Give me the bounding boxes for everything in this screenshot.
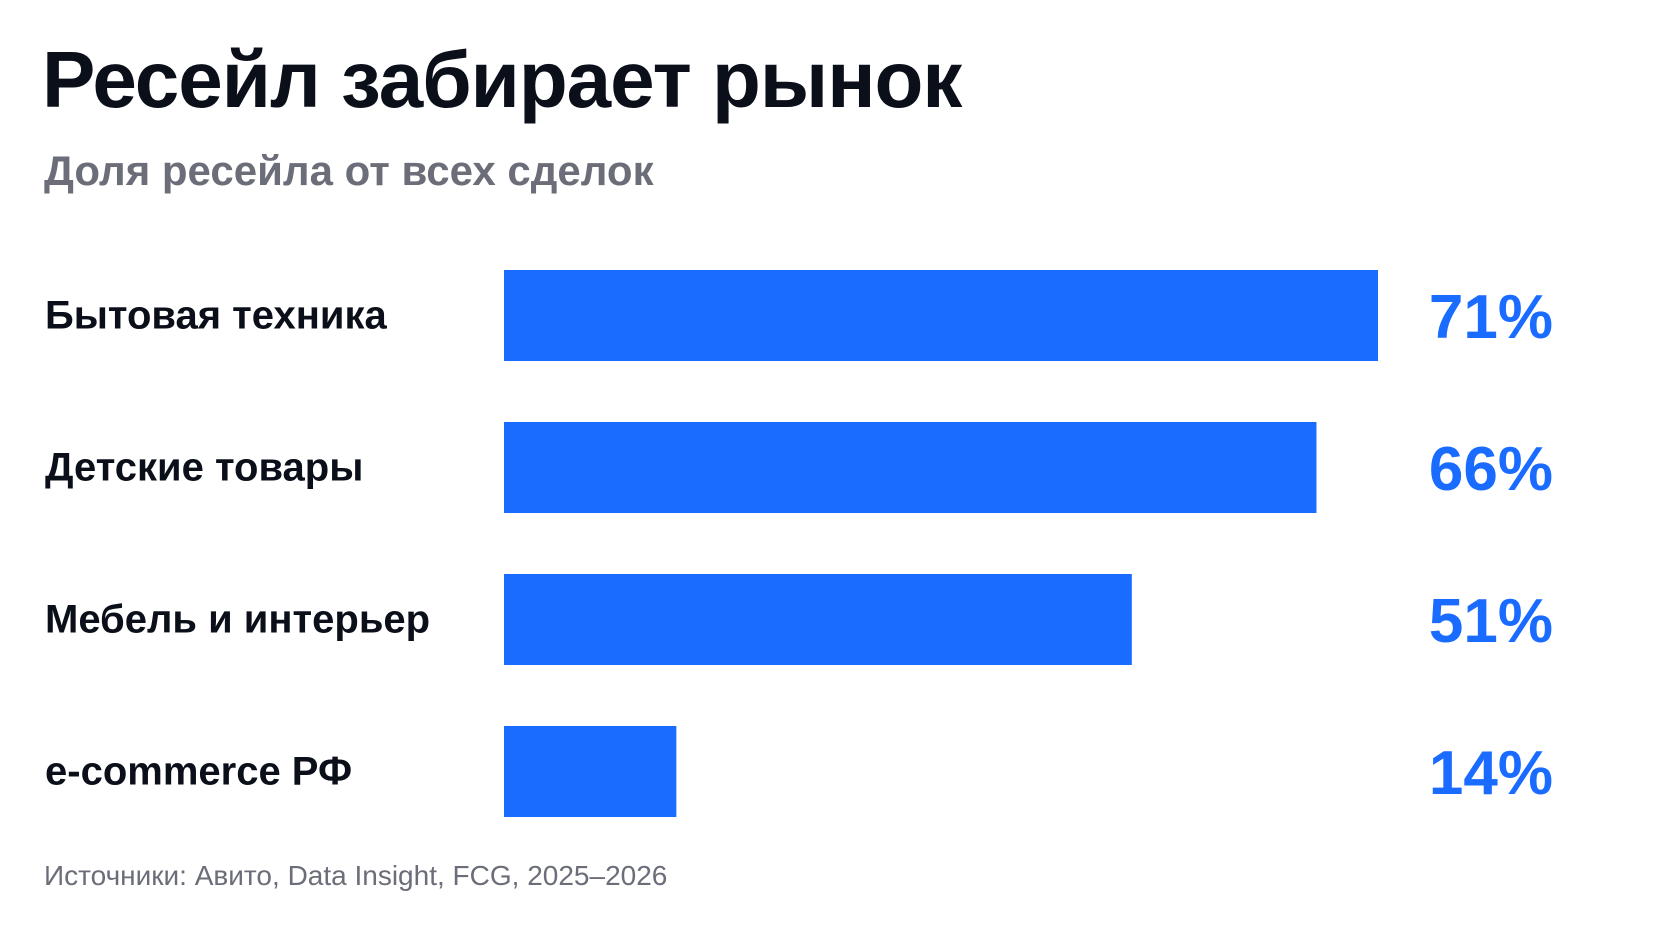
value-label: 51% bbox=[1429, 587, 1553, 656]
chart-subtitle: Доля ресейла от всех сделок bbox=[44, 147, 654, 194]
category-label: Бытовая техника bbox=[45, 294, 387, 338]
chart-title: Ресейл забирает рынок bbox=[42, 35, 962, 124]
bar bbox=[504, 270, 1379, 361]
bar bbox=[504, 726, 677, 817]
category-label: Мебель и интерьер bbox=[45, 598, 430, 642]
bar bbox=[504, 422, 1317, 513]
bar bbox=[504, 574, 1132, 665]
source-note: Источники: Авито, Data Insight, FCG, 202… bbox=[44, 860, 668, 891]
value-label: 66% bbox=[1429, 435, 1553, 504]
value-label: 14% bbox=[1429, 739, 1553, 808]
value-label: 71% bbox=[1429, 283, 1553, 352]
category-label: Детские товары bbox=[45, 446, 363, 490]
category-label: e-commerce РФ bbox=[45, 750, 352, 794]
